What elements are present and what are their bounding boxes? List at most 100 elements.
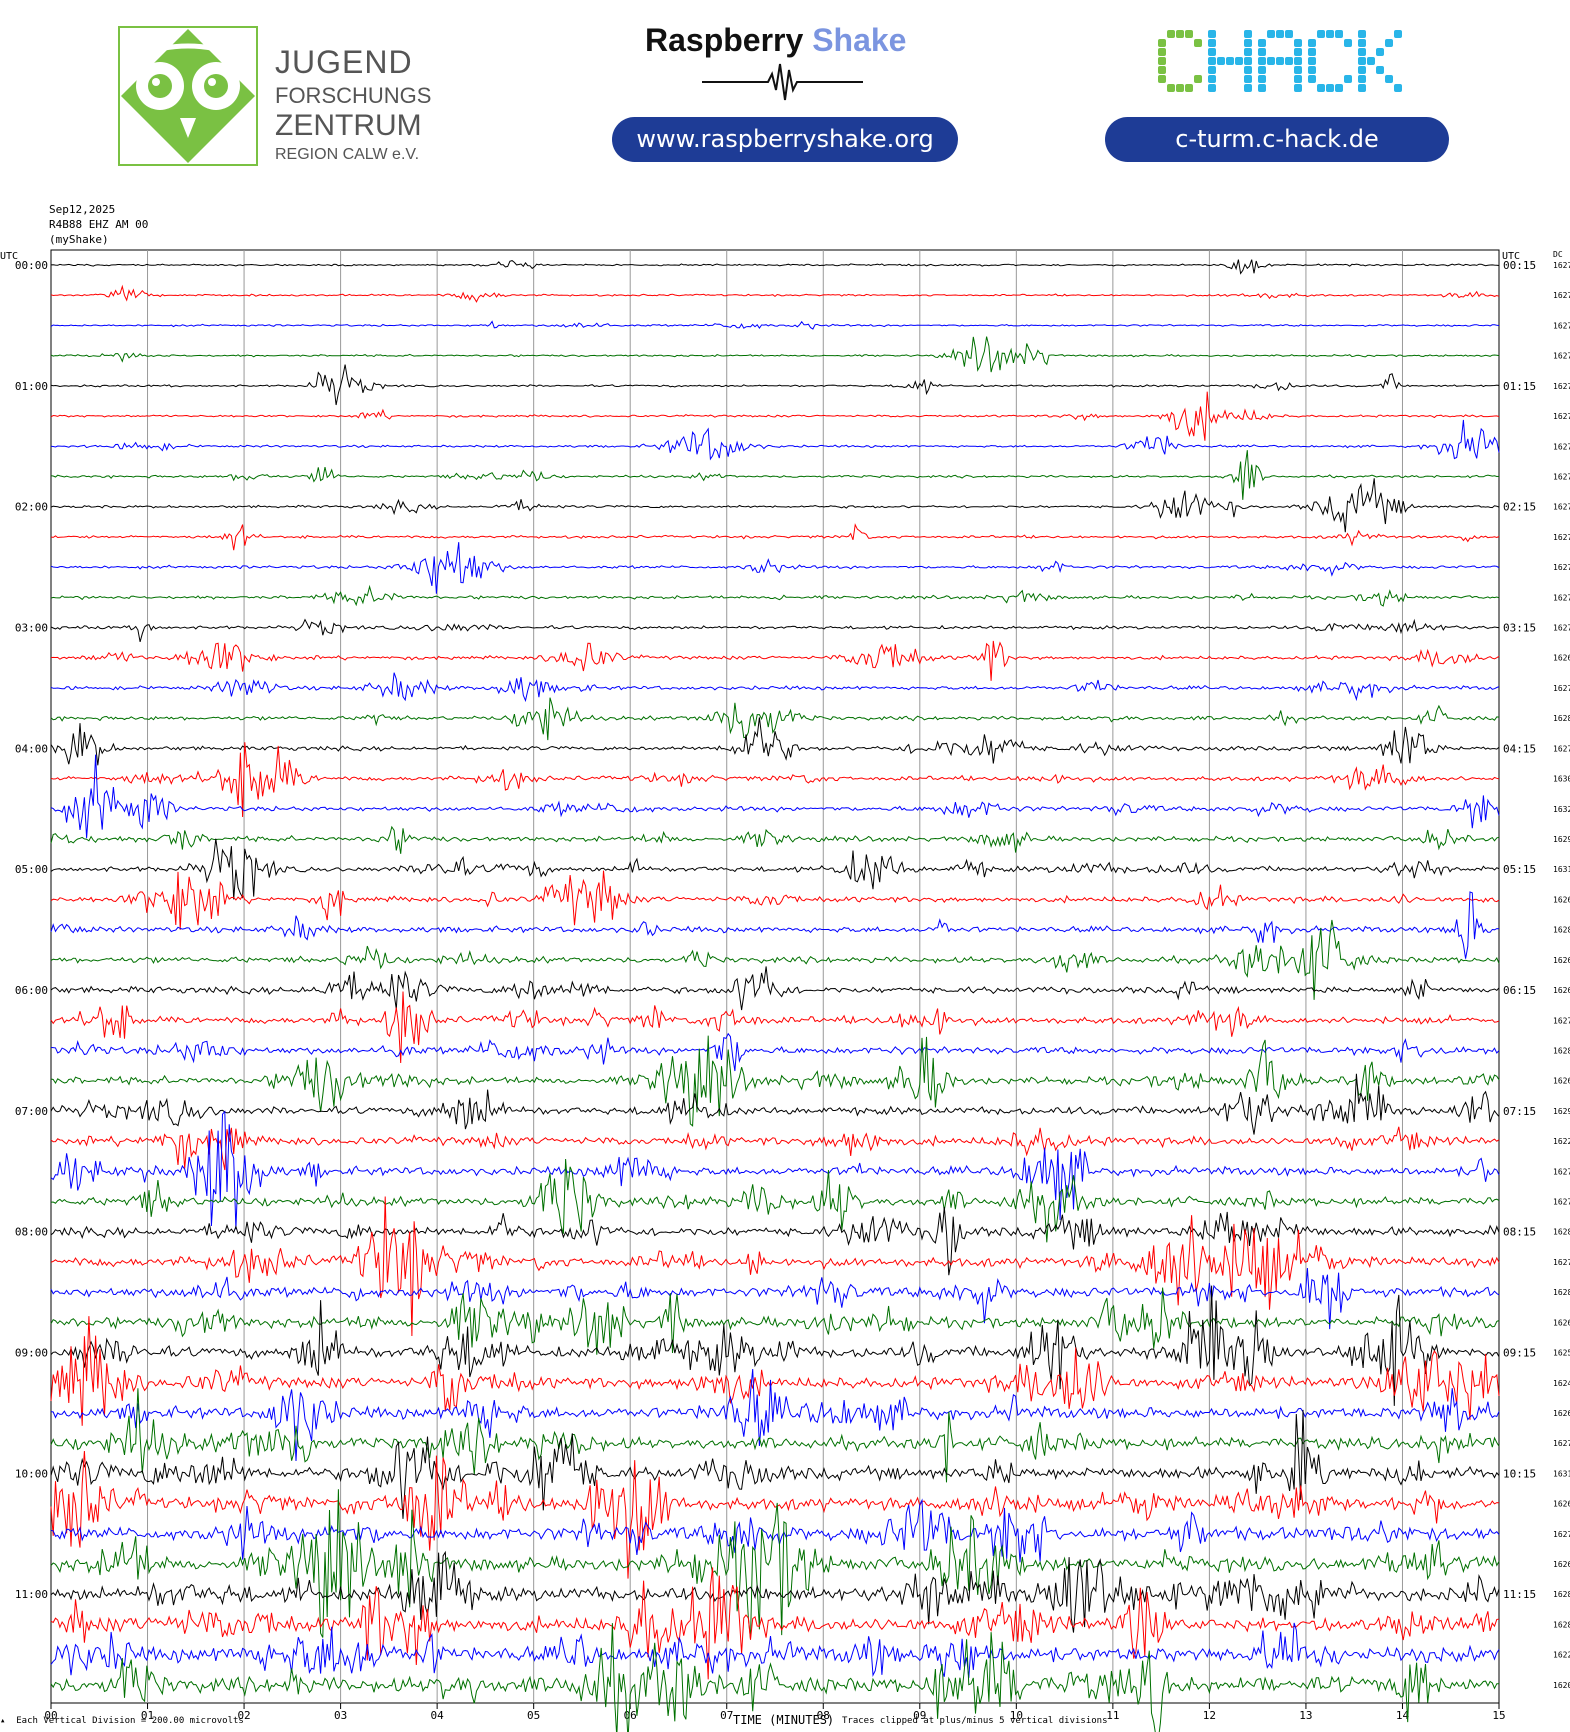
left-hour-label: 09:00	[15, 1347, 48, 1360]
dc-value: 16324	[1553, 805, 1570, 814]
dc-value: 16288	[1553, 1288, 1570, 1297]
dc-value: 16277	[1553, 382, 1570, 391]
left-hour-label: 06:00	[15, 984, 48, 997]
seismic-trace	[50, 1032, 1500, 1072]
seismic-trace	[50, 754, 1500, 839]
x-tick-label: 01	[141, 1709, 154, 1722]
dc-value: 16273	[1553, 261, 1570, 270]
right-hour-label: 07:15	[1503, 1105, 1536, 1118]
seismic-trace	[50, 1368, 1500, 1462]
dc-value: 16263	[1553, 956, 1570, 965]
seismic-trace	[50, 1550, 1500, 1633]
right-hour-label: 01:15	[1503, 380, 1536, 393]
dc-value: 16275	[1553, 563, 1570, 572]
seismic-trace	[50, 391, 1500, 441]
dc-value: 16224	[1553, 1651, 1570, 1660]
plot-date: Sep12,2025	[49, 203, 116, 216]
dc-value: 16278	[1553, 1016, 1570, 1025]
right-hour-label: 08:15	[1503, 1226, 1536, 1239]
seismic-trace	[50, 584, 1500, 607]
x-tick-label: 12	[1203, 1709, 1216, 1722]
seismic-trace	[50, 870, 1500, 930]
seismic-trace	[50, 1409, 1500, 1519]
x-tick-label: 08	[817, 1709, 830, 1722]
dc-value: 16297	[1553, 835, 1570, 844]
dc-value: 16274	[1553, 684, 1570, 693]
x-tick-label: 03	[334, 1709, 347, 1722]
dc-value: 16277	[1553, 1258, 1570, 1267]
x-tick-label: 11	[1106, 1709, 1119, 1722]
seismic-trace	[50, 618, 1500, 643]
dc-value: 16276	[1553, 321, 1570, 330]
left-hour-label: 03:00	[15, 622, 48, 635]
x-tick-label: 00	[44, 1709, 57, 1722]
seismic-trace	[50, 542, 1500, 594]
chack-letter-a-2	[1258, 30, 1302, 92]
seismic-trace	[50, 640, 1500, 681]
right-hour-label: 00:15	[1503, 259, 1536, 272]
seismic-trace	[50, 1622, 1500, 1678]
dc-value: 16273	[1553, 472, 1570, 481]
right-hour-label: 03:15	[1503, 622, 1536, 635]
dc-value: 16275	[1553, 503, 1570, 512]
plot-network: (myShake)	[49, 233, 109, 246]
chack-url-link[interactable]: c-turm.c-hack.de	[1105, 117, 1449, 162]
seismic-trace	[50, 717, 1500, 766]
seismic-trace	[50, 742, 1500, 818]
clip-note: Traces clipped at plus/minus 5 vertical …	[842, 1716, 1108, 1726]
dc-value: 16263	[1553, 1500, 1570, 1509]
dc-value: 16275	[1553, 352, 1570, 361]
jfz-wordmark: JUGEND FORSCHUNGS ZENTRUM REGION CALW e.…	[275, 44, 431, 164]
seismic-trace	[50, 1489, 1500, 1640]
x-axis-title: TIME (MINUTES)	[733, 1713, 835, 1727]
dc-value: 16276	[1553, 291, 1570, 300]
dc-value: 16278	[1553, 1530, 1570, 1539]
chack-letter-k-4	[1358, 30, 1402, 92]
plot-station: R4B88 EHZ AM 00	[49, 218, 149, 231]
dc-value: 16225	[1553, 1137, 1570, 1146]
left-hour-label: 10:00	[15, 1467, 48, 1480]
dc-value: 16266	[1553, 654, 1570, 663]
seismic-trace	[50, 1285, 1500, 1406]
raspberry-shake-title-main: Raspberry	[645, 22, 804, 58]
seismic-trace	[50, 1110, 1500, 1230]
dc-value: 16266	[1553, 1077, 1570, 1086]
left-hour-label: 11:00	[15, 1588, 48, 1601]
scale-note-text: Each Vertical Division = 200.00 microvol…	[16, 1716, 244, 1726]
seismic-trace	[50, 364, 1500, 406]
seismic-trace	[50, 1450, 1500, 1579]
seismic-trace	[50, 1498, 1500, 1563]
left-hour-label: 07:00	[15, 1105, 48, 1118]
dc-header: DC	[1553, 250, 1563, 259]
dc-value: 16266	[1553, 1560, 1570, 1569]
left-utc-header: UTC	[0, 251, 18, 262]
dc-value: 16242	[1553, 1379, 1570, 1388]
chack-letter-c-0	[1158, 30, 1202, 92]
dc-value: 16285	[1553, 926, 1570, 935]
dc-value: 16262	[1553, 895, 1570, 904]
right-hour-label: 11:15	[1503, 1588, 1536, 1601]
seismic-trace	[50, 419, 1500, 461]
chack-logo-icon	[1158, 30, 1402, 92]
right-hour-label: 05:15	[1503, 863, 1536, 876]
seismic-trace	[50, 991, 1500, 1064]
seismic-trace	[50, 1035, 1500, 1127]
dc-value: 16269	[1553, 1318, 1570, 1327]
jfz-logo: JUGEND FORSCHUNGS ZENTRUM REGION CALW e.…	[118, 26, 431, 166]
left-hour-label: 02:00	[15, 501, 48, 514]
seismic-trace	[50, 838, 1500, 900]
x-tick-label: 15	[1492, 1709, 1505, 1722]
seismic-wave-icon	[702, 63, 863, 101]
dc-value: 16262	[1553, 1409, 1570, 1418]
chack-letter-h-1	[1208, 30, 1252, 92]
seismic-trace	[50, 1158, 1500, 1243]
raspberry-shake-url-link[interactable]: www.raspberryshake.org	[612, 117, 958, 162]
right-utc-header: UTC	[1502, 251, 1520, 262]
left-hour-label: 01:00	[15, 380, 48, 393]
jfz-line2: FORSCHUNGS	[275, 83, 432, 108]
